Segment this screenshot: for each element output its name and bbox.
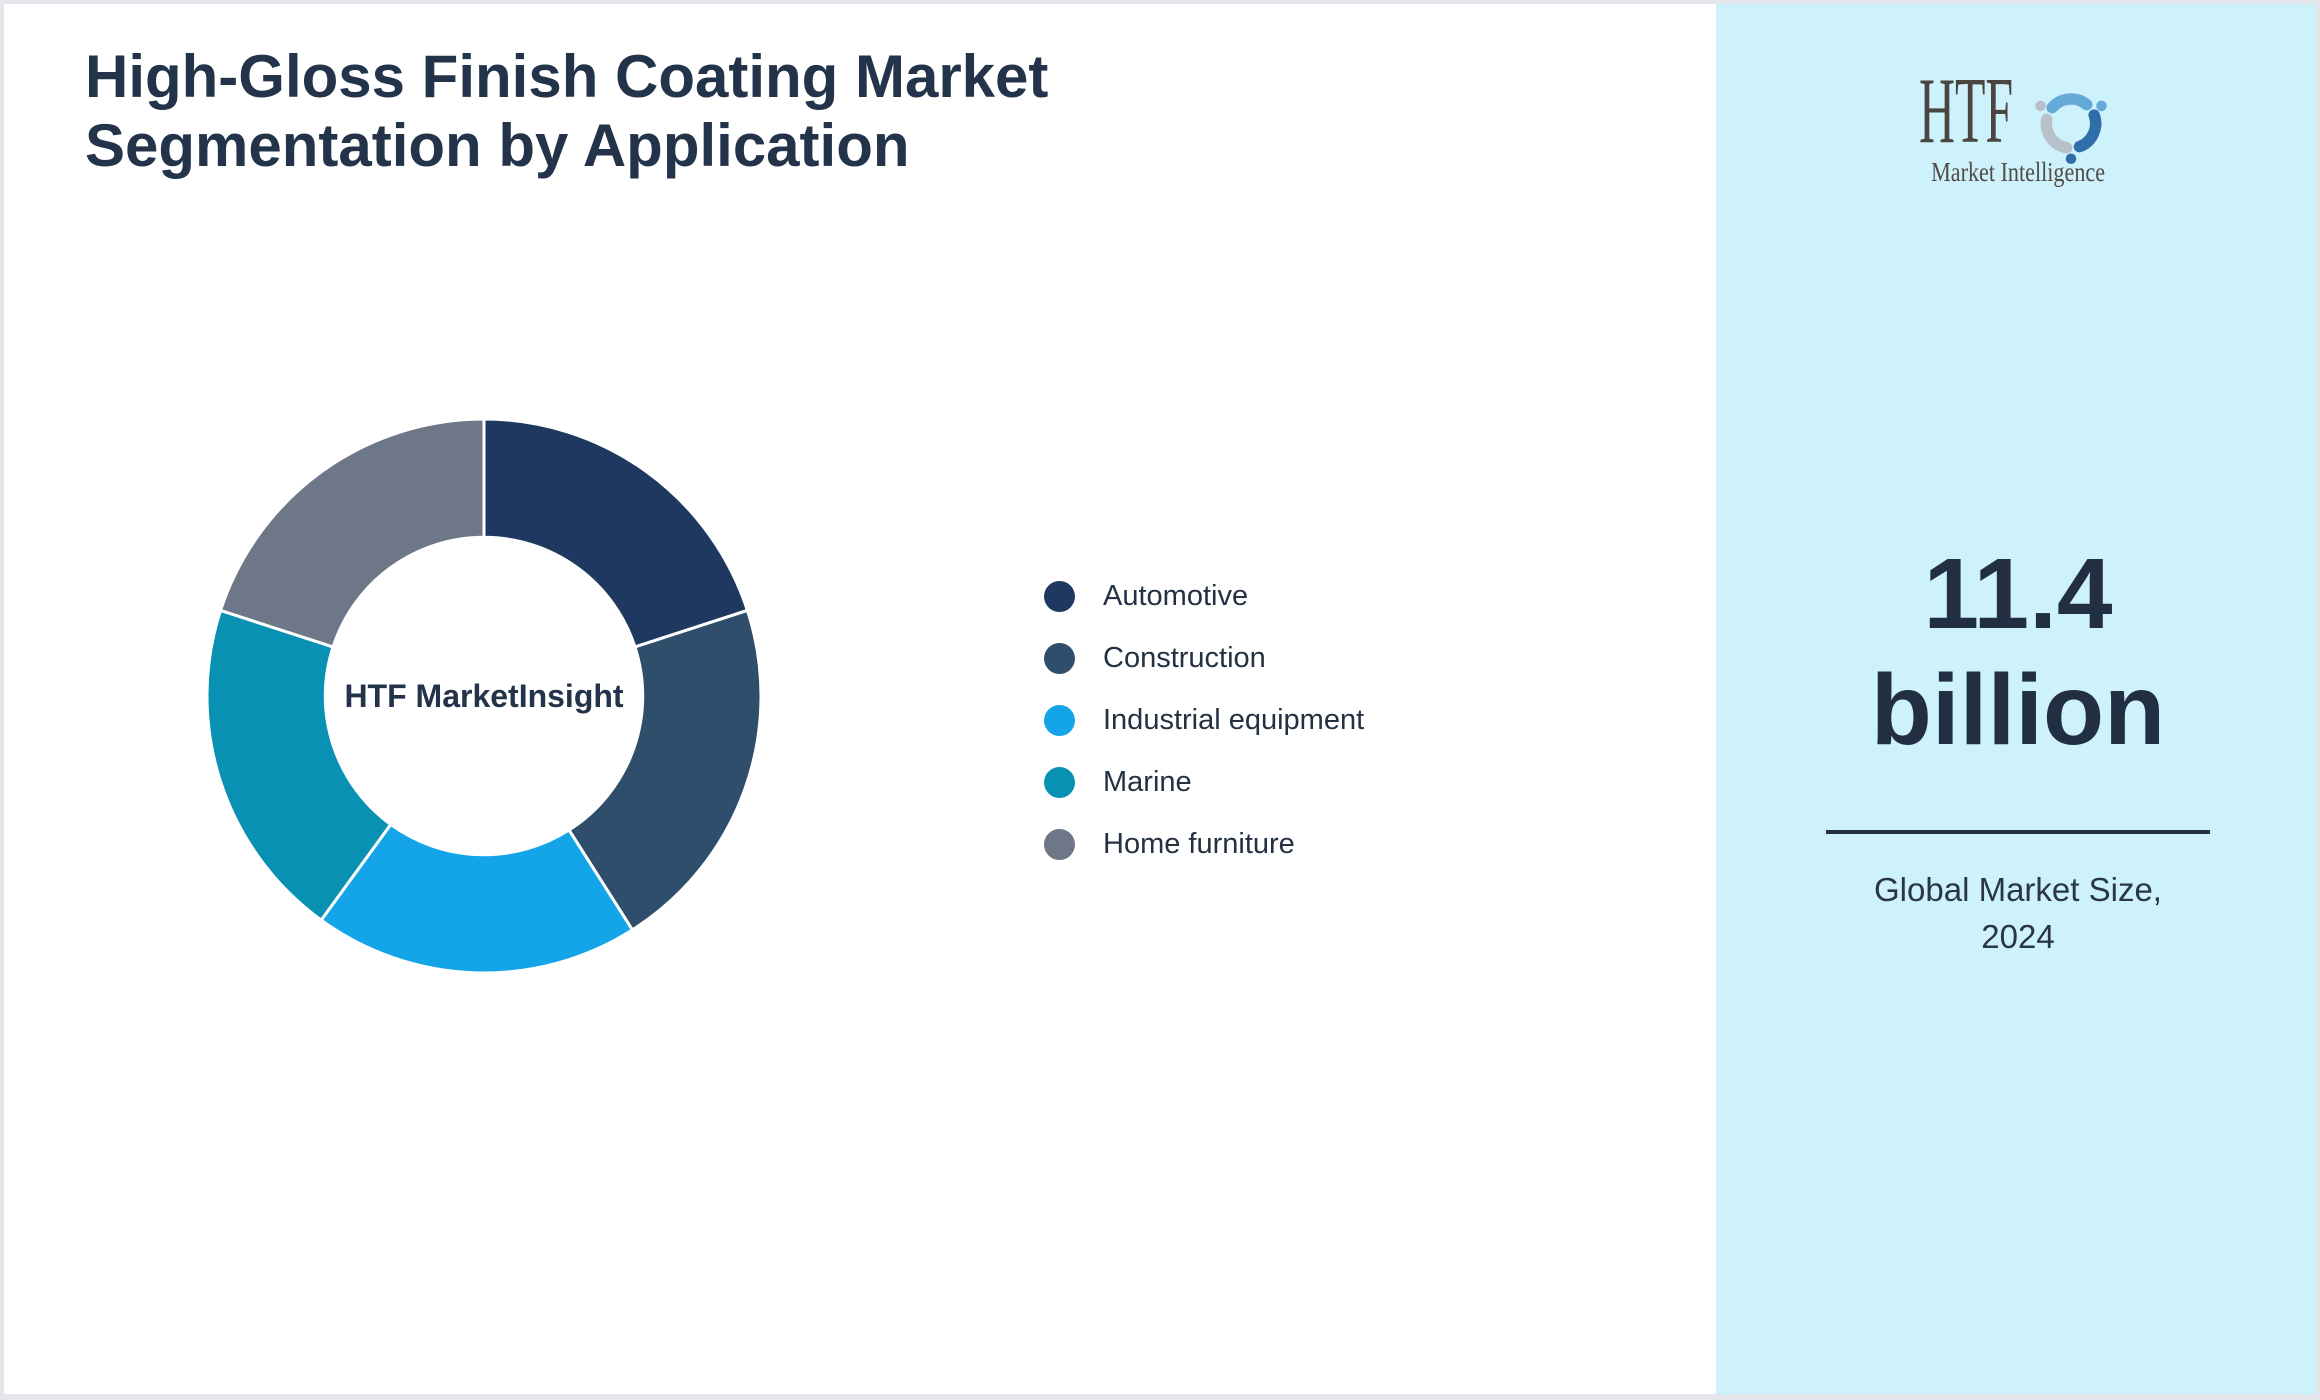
sidebar: HTF Market Intelligence 11.4 billion Glob… [1716,4,2316,1394]
logo-text: HTF [1919,59,2014,163]
market-size-number: 11.4 [1923,538,2113,650]
legend-item: Construction [1044,627,1364,689]
title-line-1: High-Gloss Finish Coating Market [85,43,1049,110]
donut-chart: HTF Market Insight [194,406,774,986]
caption-line-2: 2024 [1981,918,2055,955]
legend-item: Industrial equipment [1044,689,1364,751]
donut-segment-automotive [482,417,750,649]
legend-label: Construction [1103,641,1266,674]
legend-label: Industrial equipment [1103,703,1365,736]
legend-swatch-icon [1044,642,1075,674]
legend-label: Automotive [1103,579,1249,612]
donut-segment-industrial-equipment [319,822,635,975]
legend-swatch-icon [1044,580,1075,612]
caption-line-1: Global Market Size, [1874,871,2162,908]
page-title: High-Gloss Finish Coating Market Segmenta… [85,42,1048,180]
legend-item: Marine [1044,751,1364,813]
market-size-value: 11.4 billion [1716,536,2316,768]
legend-swatch-icon [1044,766,1075,798]
legend-swatch-icon [1044,704,1075,736]
divider-line [1826,830,2210,834]
market-size-unit: billion [1870,654,2166,766]
title-line-2: Segmentation by Application [85,112,910,179]
dolphin-swirl-icon [2035,93,2107,164]
donut-segment-marine [205,608,393,923]
logo-row: HTF [1919,59,2117,164]
legend-swatch-icon [1044,828,1075,860]
donut-segment-home-furniture [218,417,486,649]
legend-item: Automotive [1044,565,1364,627]
htf-logo: HTF Market Intelligence [1716,59,2316,188]
logo-subtext: Market Intelligence [1931,157,2105,187]
market-size-caption: Global Market Size, 2024 [1716,866,2316,960]
donut-chart-svg [205,417,763,975]
legend-item: Home furniture [1044,813,1364,875]
legend-label: Home furniture [1103,827,1295,860]
legend-label: Marine [1103,765,1192,798]
donut-segment-construction [566,608,763,932]
chart-legend: Automotive Construction Industrial equipme… [1044,565,1364,875]
